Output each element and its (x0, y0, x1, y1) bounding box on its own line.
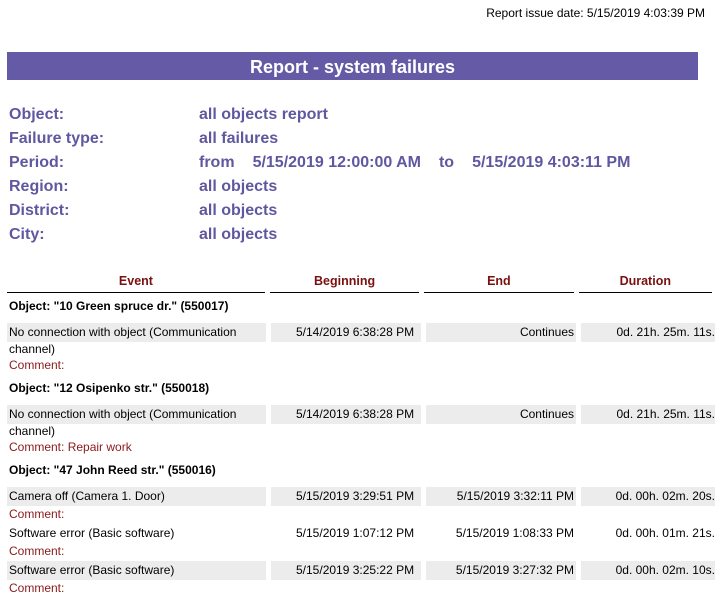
beginning-cell: 5/14/2019 6:38:28 PM (271, 323, 421, 342)
report-parameters: Object: all objects report Failure type: a… (9, 105, 648, 249)
table-row: Software error (Basic software) 5/15/2019… (7, 524, 717, 543)
period-to-label: to (438, 154, 455, 171)
duration-cell: 0d. 21h. 25m. 11s. (581, 405, 715, 424)
comment-label: Comment: (9, 440, 65, 454)
param-period: Period: from 5/15/2019 12:00:00 AM to 5/15/2… (9, 153, 648, 177)
table-body: Object: "10 Green spruce dr." (550017) No… (7, 295, 717, 598)
object-group-header: Object: "10 Green spruce dr." (550017) (9, 299, 229, 313)
param-label: Period: (9, 154, 65, 171)
duration-cell: 0d. 00h. 01m. 21s. (615, 526, 715, 540)
period-end: 5/15/2019 4:03:11 PM (472, 154, 631, 171)
param-value: all objects report (199, 106, 328, 123)
event-cell: No connection with object (Communication… (7, 323, 266, 357)
comment-label: Comment: (9, 581, 65, 595)
end-cell: 5/15/2019 1:08:33 PM (455, 526, 574, 540)
period-from-label: from (199, 154, 235, 171)
end-cell: 5/15/2019 3:27:32 PM (426, 561, 576, 580)
comment: Comment: (7, 543, 717, 561)
object-group-header: Object: "47 John Reed str." (550016) (9, 463, 216, 477)
comment-label: Comment: (9, 358, 65, 372)
comment: Comment: (7, 357, 717, 375)
event-cell: Camera off (Camera 1. Door) (7, 487, 266, 506)
comment-label: Comment: (9, 544, 65, 558)
table-row: Camera off (Camera 1. Door) 5/15/2019 3:2… (7, 487, 717, 506)
beginning-cell: 5/15/2019 1:07:12 PM (296, 526, 415, 540)
param-label: City: (9, 226, 45, 243)
column-header-end: End (424, 272, 574, 293)
period-start: 5/15/2019 12:00:00 AM (252, 154, 421, 171)
param-value: all objects (199, 226, 278, 243)
param-label: District: (9, 202, 70, 219)
event-name: Software error (Basic software) (9, 526, 175, 540)
beginning-cell: 5/14/2019 6:38:28 PM (271, 405, 421, 424)
event-name: Camera off (Camera 1. Door) (9, 489, 264, 506)
param-label: Object: (9, 106, 65, 123)
table-row: No connection with object (Communication… (7, 405, 717, 439)
beginning-cell: 5/15/2019 3:25:22 PM (271, 561, 421, 580)
param-value: all objects (199, 178, 278, 195)
column-header-beginning: Beginning (269, 272, 420, 293)
comment-text: Repair work (67, 440, 132, 454)
param-value: all objects (199, 202, 278, 219)
comment: Comment: (7, 506, 717, 524)
duration-cell: 0d. 00h. 02m. 10s. (581, 561, 715, 580)
event-name: Software error (Basic software) (9, 563, 264, 580)
table-row: Software error (Basic software) 5/15/2019… (7, 561, 717, 580)
duration-cell: 0d. 00h. 02m. 20s. (581, 487, 715, 506)
param-value: all failures (199, 130, 279, 147)
comment: Comment: Repair work (7, 439, 717, 457)
event-name: No connection with object (Communication (9, 407, 264, 424)
column-header-duration: Duration (578, 272, 712, 293)
param-district: District: all objects (9, 201, 648, 225)
beginning-cell: 5/15/2019 3:29:51 PM (271, 487, 421, 506)
end-cell: 5/15/2019 3:32:11 PM (426, 487, 576, 506)
event-cell: Software error (Basic software) (7, 561, 266, 580)
comment: Comment: (7, 580, 717, 598)
param-city: City: all objects (9, 225, 648, 249)
end-cell: Continues (426, 323, 576, 342)
object-group-header: Object: "12 Osipenko str." (550018) (9, 381, 210, 395)
param-object: Object: all objects report (9, 105, 648, 129)
end-cell: Continues (426, 405, 576, 424)
failures-table: Event Beginning End Duration Object: "10… (7, 272, 717, 598)
comment-label: Comment: (9, 507, 65, 521)
table-row: No connection with object (Communication… (7, 323, 717, 357)
table-header: Event Beginning End Duration (7, 272, 717, 293)
event-name-continued: channel) (9, 342, 56, 356)
param-region: Region: all objects (9, 177, 648, 201)
event-name: No connection with object (Communication (9, 325, 264, 342)
report-issue-date: Report issue date: 5/15/2019 4:03:39 PM (486, 6, 705, 20)
event-name-continued: channel) (9, 424, 56, 438)
param-label: Failure type: (9, 130, 105, 147)
report-title: Report - system failures (7, 52, 698, 80)
event-cell: Software error (Basic software) (7, 524, 266, 543)
event-cell: No connection with object (Communication… (7, 405, 266, 439)
param-failure-type: Failure type: all failures (9, 129, 648, 153)
column-header-event: Event (7, 272, 265, 293)
duration-cell: 0d. 21h. 25m. 11s. (581, 323, 715, 342)
param-value: from 5/15/2019 12:00:00 AM to 5/15/2019 4:0… (199, 153, 648, 177)
param-label: Region: (9, 178, 69, 195)
